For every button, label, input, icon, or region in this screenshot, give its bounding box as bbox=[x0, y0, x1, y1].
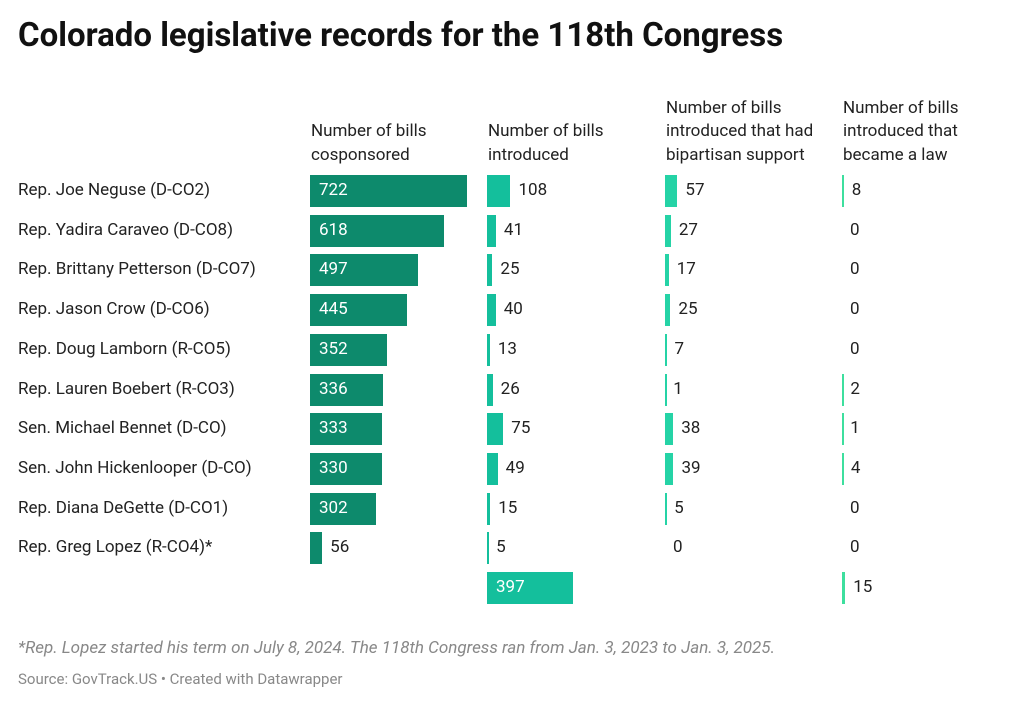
bar bbox=[665, 254, 669, 287]
value-label: 397 bbox=[496, 577, 525, 597]
value-label: 0 bbox=[850, 338, 860, 359]
value-label: 49 bbox=[505, 457, 525, 478]
value-label: 108 bbox=[518, 180, 548, 200]
footnote: *Rep. Lopez started his term on July 8, … bbox=[18, 638, 775, 658]
bar bbox=[842, 452, 844, 485]
bar bbox=[487, 294, 496, 327]
bar bbox=[487, 572, 574, 604]
bar bbox=[487, 333, 490, 366]
row-label: Rep. Greg Lopez (R-CO4)* bbox=[18, 537, 213, 558]
value-label: 26 bbox=[500, 378, 520, 399]
value-label: 25 bbox=[678, 299, 698, 320]
bar bbox=[665, 175, 678, 207]
bar bbox=[842, 413, 844, 446]
bar bbox=[310, 452, 382, 485]
row-label: Rep. Yadira Caraveo (D-CO8) bbox=[18, 219, 234, 240]
column-header: Number of bills cosponsored bbox=[311, 121, 427, 165]
column-header: Number of bills introduced that became a… bbox=[843, 97, 959, 165]
value-label: 13 bbox=[497, 338, 517, 359]
value-label: 0 bbox=[850, 497, 860, 518]
bar bbox=[665, 373, 667, 406]
value-label: 25 bbox=[500, 259, 520, 280]
value-label: 41 bbox=[503, 219, 524, 240]
value-label: 333 bbox=[319, 418, 348, 439]
bar bbox=[487, 413, 504, 446]
value-label: 2 bbox=[850, 378, 860, 399]
bar bbox=[665, 452, 674, 485]
bar bbox=[665, 492, 667, 525]
value-label: 302 bbox=[319, 497, 348, 518]
bar bbox=[842, 572, 846, 604]
bar bbox=[842, 175, 844, 207]
value-label: 336 bbox=[319, 378, 348, 399]
bar bbox=[310, 254, 419, 287]
value-label: 27 bbox=[678, 219, 698, 240]
value-label: 75 bbox=[511, 418, 531, 439]
bar bbox=[310, 413, 383, 446]
bar bbox=[310, 532, 323, 565]
value-label: 5 bbox=[674, 497, 684, 518]
bar bbox=[487, 175, 511, 207]
value-label: 722 bbox=[319, 180, 348, 200]
value-label: 330 bbox=[319, 457, 348, 478]
bar bbox=[310, 333, 387, 366]
bar bbox=[665, 333, 667, 366]
bar bbox=[310, 373, 384, 406]
row-label: Rep. Diana DeGette (D-CO1) bbox=[18, 497, 229, 518]
value-label: 15 bbox=[853, 577, 873, 597]
bar bbox=[665, 413, 674, 446]
value-label: 15 bbox=[498, 497, 518, 518]
bar bbox=[487, 492, 491, 525]
value-label: 7 bbox=[674, 338, 685, 359]
value-label: 5 bbox=[496, 537, 506, 558]
row-label: Rep. Jason Crow (D-CO6) bbox=[18, 299, 210, 320]
bar bbox=[310, 294, 407, 327]
bar bbox=[665, 214, 671, 247]
value-label: 0 bbox=[850, 219, 860, 240]
value-label: 56 bbox=[330, 537, 350, 558]
row-label: Rep. Doug Lamborn (R-CO5) bbox=[18, 338, 231, 359]
bar bbox=[487, 452, 498, 485]
value-label: 39 bbox=[681, 457, 701, 478]
value-label: 1 bbox=[850, 418, 860, 439]
column-header: Number of bills introduced bbox=[488, 121, 604, 165]
bar bbox=[310, 175, 467, 207]
value-label: 57 bbox=[685, 180, 705, 200]
chart-title: Colorado legislative records for the 118… bbox=[18, 16, 784, 55]
bar bbox=[310, 492, 376, 525]
row-label: Sen. Michael Bennet (D-CO) bbox=[18, 418, 227, 439]
bar bbox=[487, 254, 493, 287]
value-label: 618 bbox=[319, 219, 348, 240]
bar bbox=[487, 214, 496, 247]
row-label: Rep. Brittany Petterson (D-CO7) bbox=[18, 259, 256, 280]
source: Source: GovTrack.US • Created with Dataw… bbox=[18, 670, 343, 688]
row-label: Rep. Lauren Boebert (R-CO3) bbox=[18, 378, 235, 399]
bar bbox=[310, 214, 445, 247]
value-label: 4 bbox=[850, 457, 861, 478]
value-label: 38 bbox=[681, 418, 701, 439]
column-header: Number of bills introduced that had bipa… bbox=[666, 97, 814, 165]
value-label: 8 bbox=[851, 180, 862, 200]
value-label: 352 bbox=[319, 338, 348, 359]
bar bbox=[842, 373, 844, 406]
value-label: 40 bbox=[503, 299, 523, 320]
value-label: 445 bbox=[319, 299, 348, 320]
bar bbox=[487, 532, 489, 565]
value-label: 0 bbox=[673, 537, 683, 558]
value-label: 0 bbox=[850, 259, 860, 280]
bar bbox=[665, 294, 671, 327]
value-label: 17 bbox=[676, 259, 696, 280]
bar bbox=[487, 373, 493, 406]
value-label: 497 bbox=[319, 259, 348, 280]
row-label: Sen. John Hickenlooper (D-CO) bbox=[18, 457, 252, 478]
value-label: 0 bbox=[850, 299, 860, 320]
value-label: 0 bbox=[850, 537, 860, 558]
row-label: Rep. Joe Neguse (D-CO2) bbox=[18, 180, 211, 200]
value-label: 1 bbox=[673, 378, 683, 399]
